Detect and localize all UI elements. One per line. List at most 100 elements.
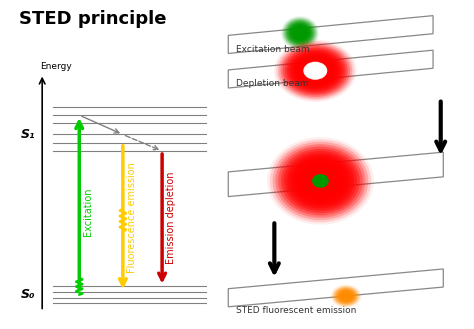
Polygon shape — [228, 16, 433, 53]
Ellipse shape — [289, 23, 311, 43]
Ellipse shape — [334, 287, 358, 305]
Text: STED principle: STED principle — [19, 10, 166, 28]
Ellipse shape — [290, 156, 351, 206]
Ellipse shape — [291, 25, 309, 41]
Ellipse shape — [330, 285, 362, 308]
Text: STED fluorescent emission: STED fluorescent emission — [236, 306, 356, 316]
Ellipse shape — [267, 137, 374, 225]
Ellipse shape — [270, 139, 371, 222]
Ellipse shape — [304, 63, 326, 79]
Ellipse shape — [285, 20, 315, 46]
Polygon shape — [228, 50, 433, 88]
Ellipse shape — [294, 28, 306, 38]
Text: S₁: S₁ — [21, 128, 36, 141]
Ellipse shape — [313, 175, 328, 187]
Ellipse shape — [306, 169, 335, 192]
Ellipse shape — [284, 19, 316, 47]
Ellipse shape — [304, 63, 326, 79]
Ellipse shape — [278, 43, 352, 99]
Ellipse shape — [290, 24, 310, 42]
Text: Excitation: Excitation — [83, 188, 93, 236]
Text: Excitation beam: Excitation beam — [236, 45, 310, 54]
Ellipse shape — [317, 178, 324, 184]
Ellipse shape — [303, 62, 327, 80]
Ellipse shape — [303, 167, 337, 195]
Ellipse shape — [312, 68, 319, 73]
Ellipse shape — [298, 58, 333, 84]
Ellipse shape — [309, 66, 322, 76]
Ellipse shape — [274, 39, 356, 102]
Ellipse shape — [312, 174, 329, 188]
Ellipse shape — [283, 46, 348, 95]
Ellipse shape — [297, 30, 303, 36]
Ellipse shape — [276, 41, 355, 100]
Ellipse shape — [339, 291, 353, 301]
Text: Energy: Energy — [40, 62, 72, 71]
Polygon shape — [228, 269, 443, 307]
Ellipse shape — [316, 178, 325, 184]
Ellipse shape — [282, 17, 318, 49]
Ellipse shape — [293, 54, 337, 87]
Ellipse shape — [309, 172, 332, 190]
Ellipse shape — [296, 56, 335, 86]
Ellipse shape — [315, 176, 326, 186]
Text: Fluorescence emission: Fluorescence emission — [127, 162, 137, 273]
Ellipse shape — [313, 69, 318, 72]
Ellipse shape — [283, 18, 317, 48]
Ellipse shape — [318, 179, 323, 183]
Ellipse shape — [314, 176, 327, 186]
Ellipse shape — [300, 59, 330, 82]
Ellipse shape — [308, 65, 322, 76]
Text: Depletion beam: Depletion beam — [236, 79, 309, 89]
Polygon shape — [228, 152, 443, 196]
Ellipse shape — [336, 289, 356, 304]
Ellipse shape — [340, 292, 352, 300]
Ellipse shape — [307, 64, 324, 77]
Ellipse shape — [275, 144, 365, 218]
Ellipse shape — [278, 146, 363, 215]
Ellipse shape — [286, 21, 314, 45]
Ellipse shape — [293, 27, 307, 39]
Ellipse shape — [335, 288, 357, 304]
Text: Emission depletion: Emission depletion — [166, 171, 176, 264]
Ellipse shape — [342, 293, 350, 299]
Ellipse shape — [306, 63, 325, 78]
Ellipse shape — [316, 177, 325, 185]
Ellipse shape — [307, 64, 324, 77]
Ellipse shape — [287, 22, 312, 44]
Ellipse shape — [320, 180, 321, 182]
Ellipse shape — [295, 160, 346, 202]
Ellipse shape — [281, 16, 319, 50]
Ellipse shape — [343, 293, 349, 299]
Ellipse shape — [333, 286, 359, 306]
Ellipse shape — [298, 163, 343, 199]
Ellipse shape — [337, 290, 355, 303]
Ellipse shape — [313, 69, 318, 73]
Ellipse shape — [345, 295, 347, 297]
Text: S₀: S₀ — [21, 288, 36, 301]
Ellipse shape — [314, 70, 317, 72]
Ellipse shape — [311, 67, 319, 74]
Ellipse shape — [310, 67, 320, 74]
Ellipse shape — [284, 151, 357, 211]
Ellipse shape — [302, 61, 328, 81]
Ellipse shape — [292, 158, 348, 204]
Ellipse shape — [298, 31, 302, 35]
Ellipse shape — [289, 51, 341, 90]
Ellipse shape — [281, 44, 350, 97]
Ellipse shape — [273, 142, 368, 220]
Ellipse shape — [281, 149, 360, 213]
Ellipse shape — [315, 176, 326, 186]
Ellipse shape — [344, 294, 348, 298]
Ellipse shape — [292, 53, 339, 89]
Ellipse shape — [287, 49, 344, 92]
Ellipse shape — [332, 285, 360, 307]
Ellipse shape — [319, 180, 322, 182]
Ellipse shape — [295, 29, 304, 37]
Ellipse shape — [313, 175, 328, 187]
Ellipse shape — [319, 179, 322, 183]
Ellipse shape — [299, 32, 301, 34]
Ellipse shape — [310, 66, 321, 75]
Ellipse shape — [292, 26, 308, 40]
Ellipse shape — [287, 153, 354, 209]
